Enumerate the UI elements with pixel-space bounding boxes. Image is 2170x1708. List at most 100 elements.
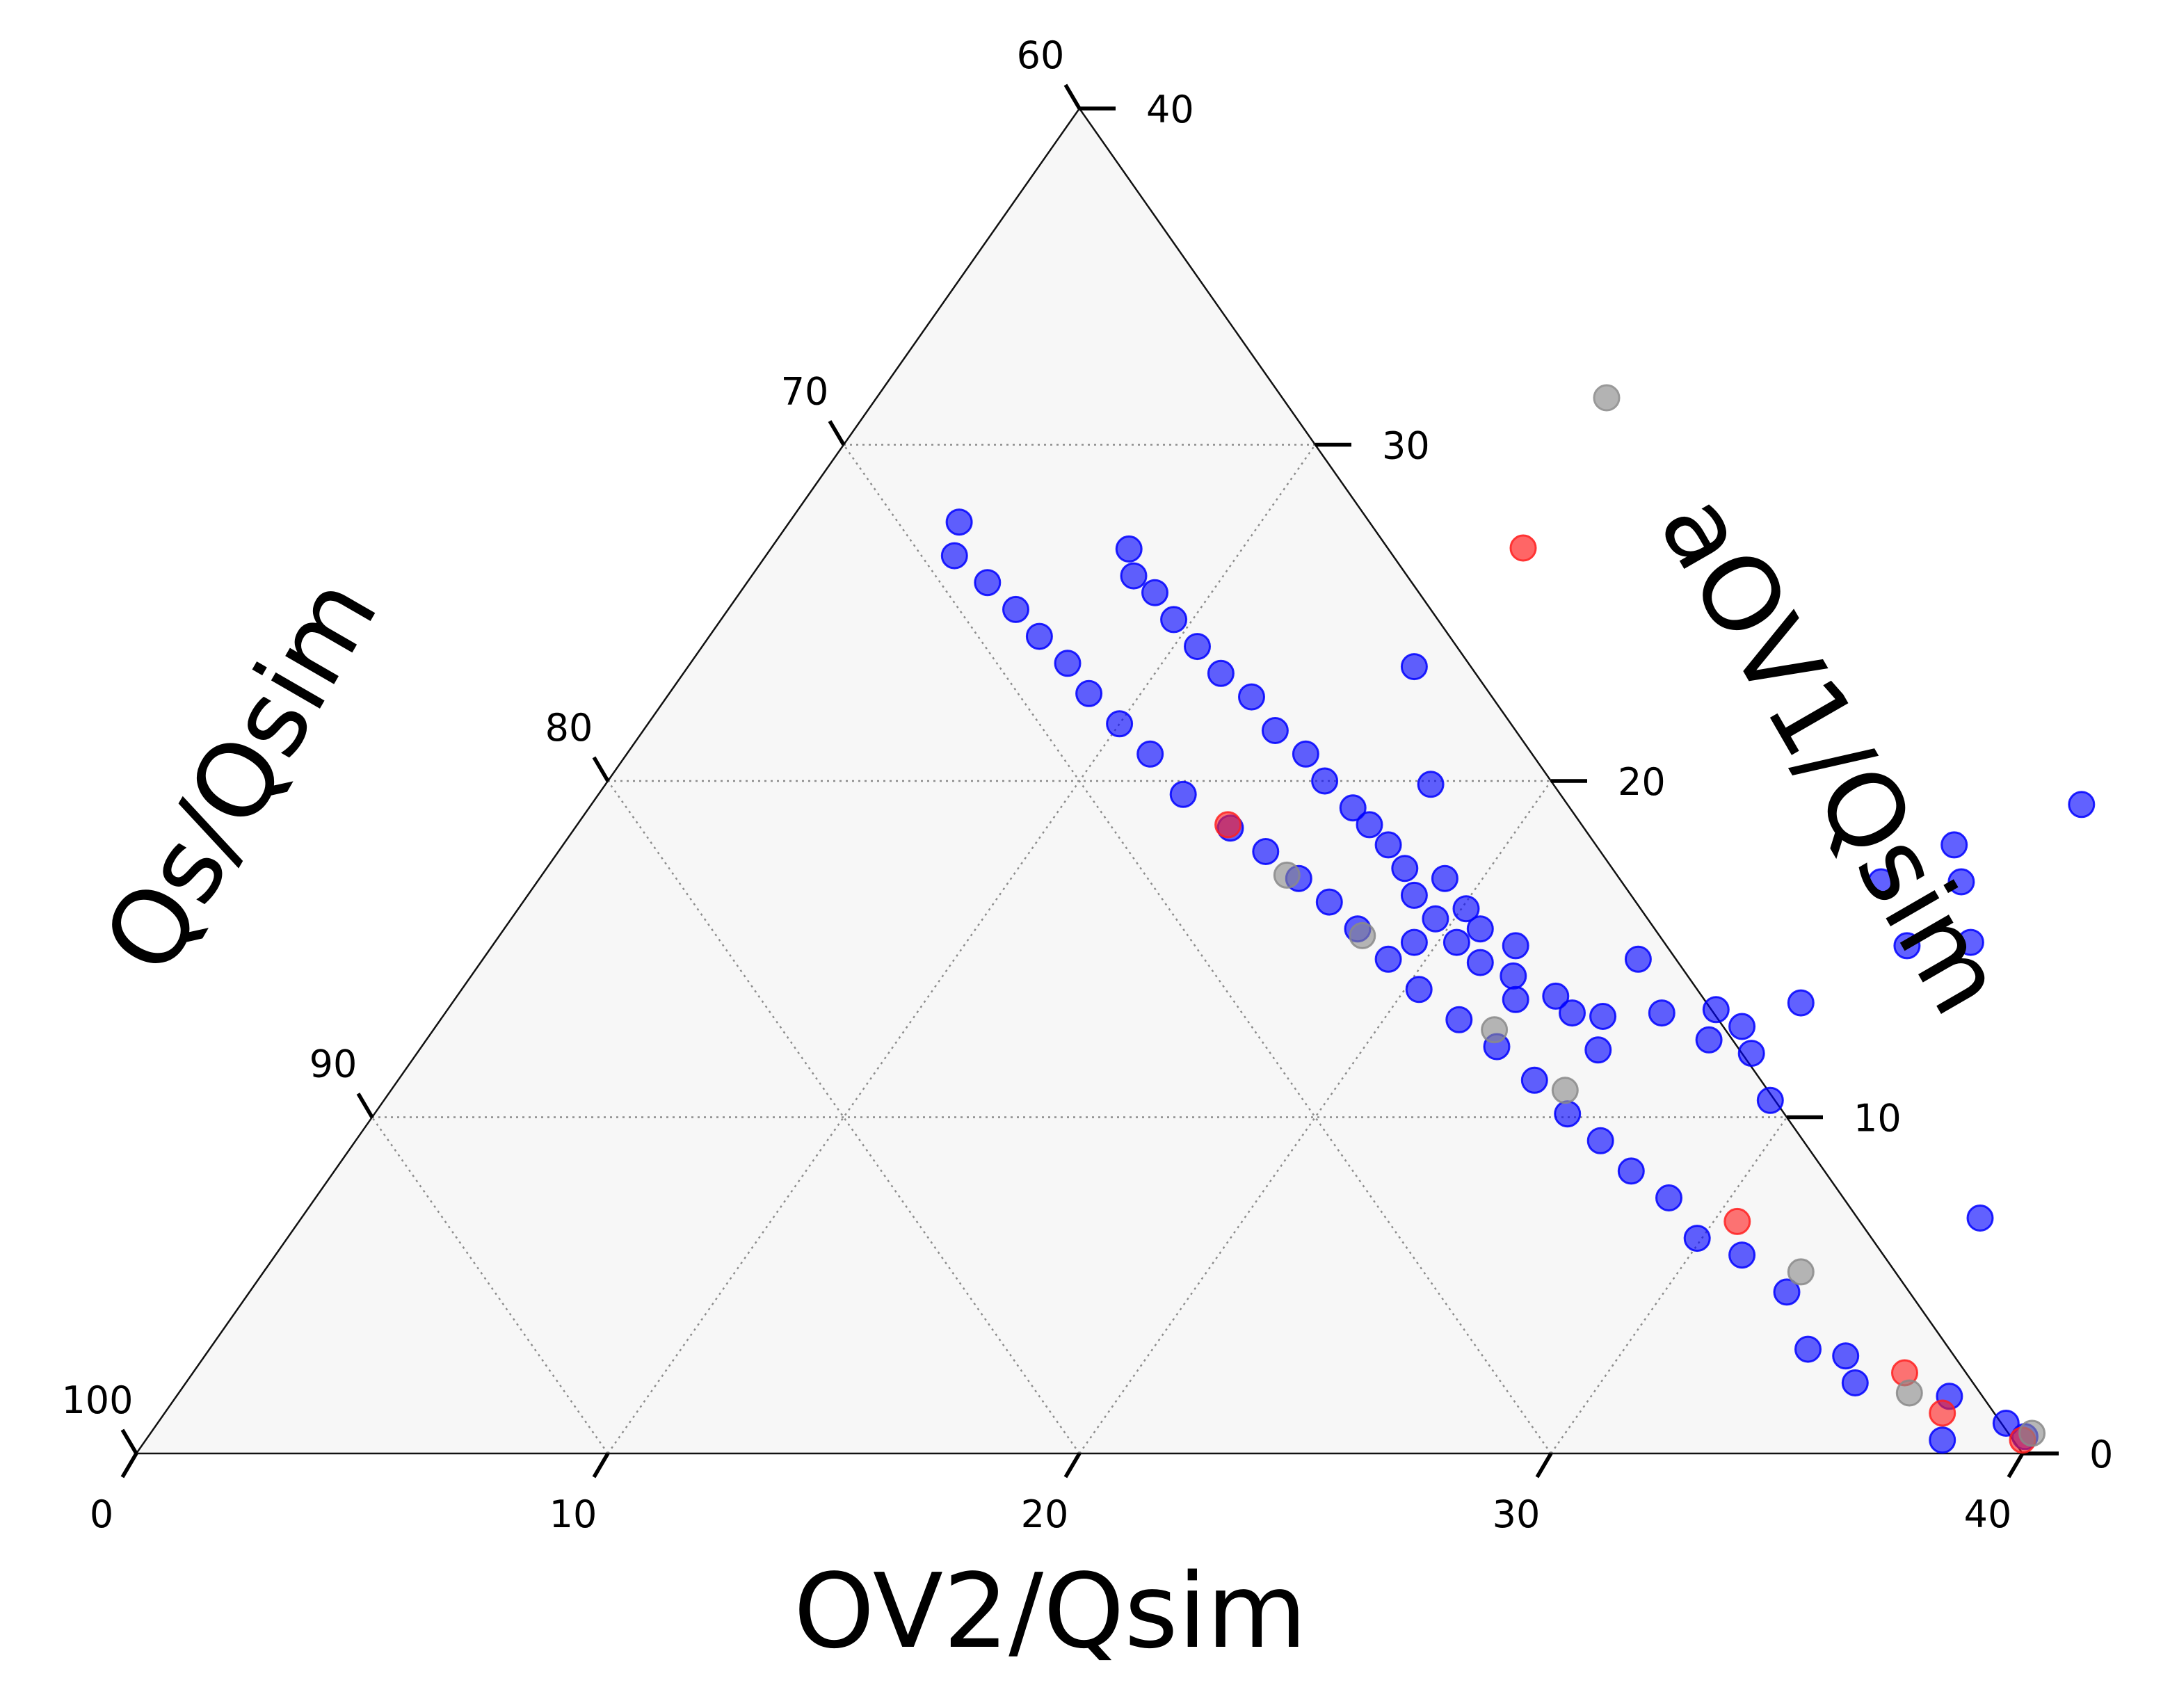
data-point-blue [1728, 1013, 1756, 1040]
grid-line [606, 444, 1317, 1454]
data-point-blue [1238, 683, 1265, 711]
data-point-blue [1956, 928, 1984, 956]
data-point-blue [1120, 562, 1148, 590]
left-tick [120, 1428, 138, 1455]
data-point-blue [1261, 717, 1289, 744]
data-point-blue [1702, 996, 1730, 1024]
data-point-blue [1400, 881, 1428, 909]
data-point-blue [1893, 932, 1921, 960]
data-point-blue [1417, 771, 1445, 798]
data-point-gray [1787, 1258, 1815, 1286]
data-point-gray [1349, 921, 1376, 949]
bottom-tick [1063, 1452, 1082, 1479]
data-point-blue [1452, 895, 1480, 923]
data-point-blue [1500, 962, 1527, 990]
bottom-tick-label: 0 [90, 1492, 113, 1536]
bottom-tick-label: 10 [549, 1492, 597, 1536]
data-point-blue [1405, 976, 1433, 1004]
left-tick-label: 80 [545, 706, 593, 750]
data-point-blue [1292, 740, 1319, 768]
scatter-points [940, 508, 2096, 1454]
data-point-blue [1025, 622, 1053, 650]
data-point-gray [1895, 1379, 1923, 1407]
data-point-blue [1655, 1184, 1682, 1211]
left-tick [592, 756, 610, 782]
data-point-blue [1586, 1127, 1614, 1154]
right-tick-label: 40 [1146, 88, 1194, 131]
data-point-blue [1787, 989, 1815, 1017]
data-point-blue [1559, 999, 1586, 1027]
data-point-blue [1374, 831, 1402, 859]
left-tick-label: 70 [781, 370, 829, 414]
grid-lines [371, 444, 1788, 1454]
legend [1509, 384, 1621, 562]
bottom-tick-label: 30 [1493, 1492, 1541, 1536]
bottom-tick [2007, 1452, 2025, 1479]
data-point-blue [1339, 794, 1367, 822]
data-point-blue [1356, 811, 1383, 839]
data-point-blue [1542, 982, 1570, 1010]
data-point-blue [1422, 905, 1449, 933]
bottom-axis-title: OV2/Qsim [794, 1552, 1307, 1671]
data-point-blue [1737, 1040, 1765, 1068]
data-point-blue [945, 508, 973, 536]
data-point-blue [1400, 653, 1428, 681]
data-point-blue [2068, 791, 2096, 819]
left-tick [356, 1093, 374, 1118]
data-point-blue [1184, 633, 1211, 661]
bottom-tick [592, 1452, 610, 1479]
data-point-blue [1374, 945, 1402, 973]
data-point-blue [1624, 945, 1652, 973]
data-point-blue [1252, 838, 1280, 865]
data-point-blue [1431, 864, 1458, 892]
data-point-blue [1841, 1369, 1869, 1396]
right-axis-title: aOV1/Qsim [1637, 475, 2028, 1034]
data-point-blue [1683, 1225, 1711, 1252]
data-point-blue [1520, 1066, 1548, 1094]
data-point-blue [1466, 949, 1494, 976]
left-tick-label: 90 [310, 1042, 357, 1086]
data-point-blue [1584, 1036, 1612, 1064]
data-point-blue [1442, 928, 1470, 956]
data-point-blue [1502, 985, 1529, 1013]
data-point-blue [1466, 915, 1494, 943]
legend-marker [1593, 384, 1621, 412]
data-point-blue [1867, 868, 1895, 896]
data-point-blue [1617, 1157, 1645, 1185]
data-point-blue [1589, 1003, 1617, 1030]
left-tick [828, 420, 846, 446]
left-tick [1063, 83, 1082, 110]
data-point-blue [1207, 659, 1235, 687]
data-point-blue [1794, 1335, 1822, 1363]
data-point-blue [1929, 1426, 1956, 1454]
right-tick-label: 0 [2089, 1433, 2113, 1476]
data-point-blue [1391, 855, 1419, 883]
bottom-tick [120, 1452, 138, 1479]
data-point-gray [1273, 861, 1301, 889]
data-point-blue [1075, 679, 1103, 707]
data-point-blue [1315, 888, 1343, 916]
data-point-blue [1992, 1410, 2020, 1437]
data-point-gray [1481, 1016, 1509, 1044]
data-point-gray [2018, 1419, 2046, 1447]
data-point-red [1723, 1207, 1751, 1235]
data-point-blue [1054, 650, 1082, 677]
right-tick-label: 10 [1854, 1097, 1902, 1141]
left-axis-title: Qs/Qsim [81, 558, 401, 992]
data-point-blue [1502, 932, 1529, 960]
bottom-tick-label: 20 [1021, 1492, 1069, 1536]
data-point-blue [1695, 1026, 1723, 1054]
grid-line [842, 444, 1552, 1454]
data-point-blue [1160, 606, 1188, 634]
legend-marker [1509, 534, 1537, 562]
data-point-blue [1106, 710, 1134, 738]
right-tick-label: 20 [1618, 760, 1666, 804]
data-point-blue [1445, 1006, 1473, 1033]
data-point-blue [974, 569, 1002, 597]
data-point-blue [1966, 1205, 1994, 1232]
data-point-red [1214, 811, 1242, 839]
data-point-red [1929, 1399, 1956, 1427]
data-point-blue [1648, 999, 1675, 1027]
data-point-blue [940, 542, 968, 570]
